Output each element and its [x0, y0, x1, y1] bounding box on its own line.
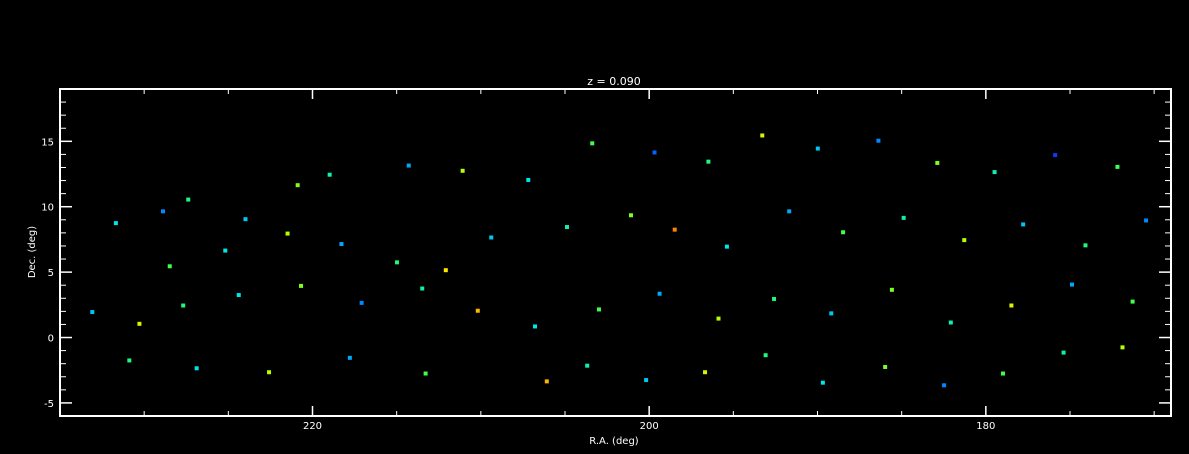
data-point	[652, 150, 657, 155]
data-point	[889, 287, 894, 292]
y-tick-label: 10	[41, 203, 54, 214]
data-point	[841, 230, 846, 235]
y-tick-label: -5	[44, 399, 54, 410]
data-point	[787, 209, 792, 214]
data-point	[420, 286, 425, 291]
data-point	[1120, 345, 1125, 350]
data-point	[657, 291, 662, 296]
data-point	[161, 209, 165, 214]
data-point	[339, 242, 344, 247]
y-axis-label: Dec. (deg)	[27, 226, 38, 278]
x-tick-label: 220	[303, 421, 322, 432]
data-point	[760, 133, 765, 138]
data-point	[596, 307, 601, 312]
data-point	[565, 225, 569, 230]
data-point	[327, 172, 332, 177]
data-point	[1130, 299, 1135, 304]
x-axis-label: R.A. (deg)	[589, 436, 639, 447]
data-point	[186, 197, 191, 202]
data-point	[394, 260, 399, 265]
data-point	[1144, 218, 1149, 223]
data-point	[267, 370, 272, 375]
data-point	[533, 324, 538, 329]
x-tick-label: 200	[640, 421, 659, 432]
data-point	[526, 177, 531, 182]
data-point	[113, 221, 118, 226]
data-point	[359, 300, 364, 305]
data-point	[585, 363, 590, 368]
data-point	[962, 238, 967, 243]
x-tick-label: 180	[976, 421, 995, 432]
y-tick-label: 15	[41, 137, 54, 148]
data-point	[820, 380, 825, 385]
data-point	[137, 321, 142, 326]
data-point	[672, 227, 677, 232]
data-point	[1009, 303, 1014, 308]
data-point	[644, 378, 649, 383]
data-point	[590, 141, 595, 146]
data-point	[724, 244, 729, 249]
data-point	[829, 311, 834, 316]
data-point	[703, 370, 708, 375]
plot-frame	[59, 88, 1172, 417]
data-point	[1021, 222, 1026, 227]
data-point	[706, 159, 711, 164]
data-point	[475, 308, 480, 313]
data-point	[236, 293, 241, 298]
data-point	[1061, 350, 1066, 355]
data-point	[295, 183, 300, 188]
data-point	[243, 217, 248, 222]
data-point	[883, 364, 888, 369]
data-point	[347, 355, 352, 360]
data-point	[423, 371, 428, 376]
data-point	[763, 353, 768, 358]
data-point	[1000, 371, 1005, 376]
data-point	[772, 296, 777, 301]
data-point	[223, 248, 228, 253]
data-point	[1115, 164, 1120, 169]
data-points	[90, 133, 1149, 388]
data-point	[544, 379, 549, 384]
data-point	[992, 170, 997, 175]
data-point	[716, 316, 721, 321]
data-point	[194, 366, 199, 371]
chart-title: z = 0.090	[587, 75, 640, 88]
data-point	[948, 320, 953, 325]
data-point	[1083, 243, 1088, 248]
data-point	[181, 303, 186, 308]
y-tick-label: 0	[48, 334, 54, 345]
data-point	[489, 235, 494, 240]
data-point	[460, 168, 465, 173]
data-point	[167, 264, 172, 269]
data-point	[443, 268, 448, 273]
data-point	[942, 383, 947, 388]
data-point	[1070, 282, 1074, 287]
y-tick-label: 5	[48, 268, 54, 279]
data-point	[90, 310, 95, 315]
data-point	[127, 358, 132, 363]
data-point	[406, 163, 411, 168]
data-point	[901, 215, 906, 220]
data-point	[299, 283, 304, 288]
data-point	[285, 231, 290, 236]
data-point	[876, 138, 881, 143]
data-point	[815, 146, 820, 151]
data-point	[628, 213, 633, 218]
data-point	[935, 160, 940, 165]
data-point	[1053, 153, 1058, 158]
